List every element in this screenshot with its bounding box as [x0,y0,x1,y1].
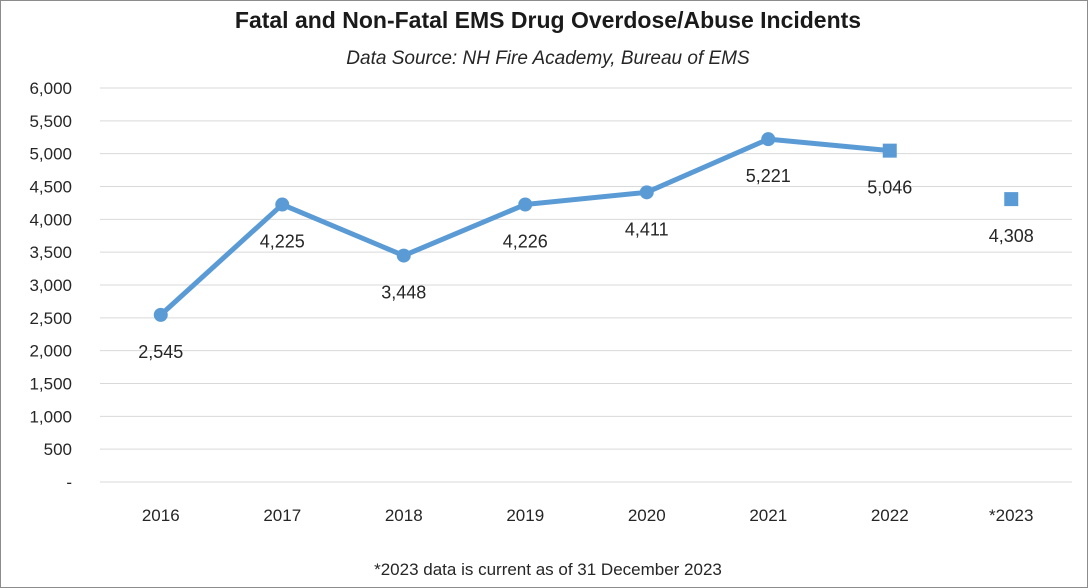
x-tick-label: 2019 [506,506,544,525]
chart-title: Fatal and Non-Fatal EMS Drug Overdose/Ab… [235,7,861,33]
x-tick-label: 2020 [628,506,666,525]
data-label: 4,226 [503,231,548,251]
y-tick-label: 5,000 [29,145,72,164]
y-tick-label: 6,000 [29,79,72,98]
gridlines [100,87,1072,483]
data-point-marker [396,248,411,263]
x-tick-label: 2022 [871,506,909,525]
y-tick-label: 500 [44,440,72,459]
data-point-marker [275,197,290,212]
y-tick-label: 3,500 [29,243,72,262]
series-markers [153,132,1019,322]
data-point-marker [882,143,897,158]
x-tick-label: *2023 [989,506,1033,525]
x-axis-ticks: 2016 2017 2018 2019 2020 2021 2022 *2023 [142,506,1034,525]
y-tick-label: 1,500 [29,375,72,394]
data-label: 5,046 [867,178,912,198]
data-label: 4,308 [989,226,1034,246]
data-point-marker [518,197,533,212]
y-tick-label: 2,000 [29,342,72,361]
x-tick-label: 2021 [749,506,787,525]
data-label: 2,545 [138,342,183,362]
y-axis-ticks: - 500 1,000 1,500 2,000 2,500 3,000 3,500 4,000 4… [29,79,72,492]
data-point-marker [1004,192,1019,207]
y-tick-label: 4,000 [29,210,72,229]
data-label: 5,221 [746,166,791,186]
data-label: 4,225 [260,232,305,252]
x-tick-label: 2018 [385,506,423,525]
x-tick-label: 2017 [263,506,301,525]
data-label: 4,411 [625,219,669,239]
y-tick-label: 5,500 [29,112,72,131]
chart-subtitle: Data Source: NH Fire Academy, Bureau of … [346,48,750,69]
data-point-marker [639,185,654,200]
x-tick-label: 2016 [142,506,180,525]
data-label: 3,448 [381,283,426,303]
data-point-marker [153,307,168,322]
y-tick-label: 2,500 [29,309,72,328]
y-tick-label: 3,000 [29,276,72,295]
footnote: *2023 data is current as of 31 December … [374,560,722,579]
y-tick-label: 4,500 [29,178,72,197]
y-tick-label: - [66,473,72,492]
y-tick-label: 1,000 [29,407,72,426]
data-point-marker [761,132,776,147]
data-labels: 2,545 4,225 3,448 4,226 4,411 5,221 5,046 4,308 [138,166,1034,362]
